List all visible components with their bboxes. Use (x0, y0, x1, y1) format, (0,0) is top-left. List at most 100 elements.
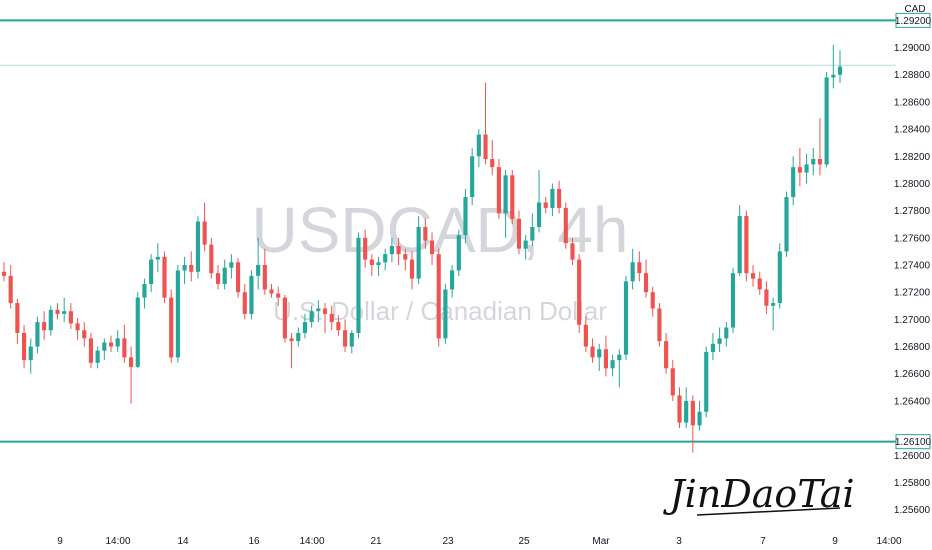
candle-body (135, 297, 140, 367)
candle-body (115, 338, 120, 347)
candle (363, 229, 368, 268)
candle (557, 180, 562, 214)
candle-body (343, 330, 348, 347)
candle (35, 316, 40, 354)
candle (550, 183, 555, 217)
candle-body (690, 400, 695, 426)
candle-body (456, 235, 461, 271)
y-tick-label: 1.27200 (894, 288, 931, 299)
candle (523, 235, 528, 260)
y-tick-label: 1.27800 (894, 206, 931, 217)
candle (229, 254, 234, 279)
candle-body (242, 292, 247, 314)
candle (690, 395, 695, 453)
candle (336, 315, 341, 336)
candle (476, 129, 481, 168)
candle (717, 327, 722, 352)
candle (209, 237, 214, 279)
candle-body (771, 303, 776, 306)
candle-body (523, 240, 528, 249)
candle-body (15, 303, 20, 333)
x-tick-label: 9 (57, 536, 63, 547)
candle (215, 265, 221, 290)
candle-body (256, 265, 261, 276)
time-axis[interactable]: 9 14:00 14 16 14:00 21 23 25 Mar 3 7 9 14:00 (57, 536, 902, 547)
candle (403, 248, 408, 271)
candle-body (42, 322, 47, 331)
candle (128, 346, 134, 404)
x-tick-label: 14:00 (876, 536, 901, 547)
candle-body (804, 164, 809, 173)
candle-body (149, 259, 154, 285)
candle-body (476, 134, 481, 157)
candle-body (536, 202, 542, 227)
candle (730, 267, 736, 333)
candle (777, 243, 782, 309)
candle-body (443, 289, 448, 339)
y-tick-label: 1.28000 (894, 179, 931, 190)
candle-body (550, 188, 555, 208)
candle-body (396, 245, 401, 255)
candle (416, 216, 421, 285)
candle (15, 298, 20, 344)
candle-body (302, 322, 308, 333)
candle (450, 265, 455, 298)
y-tick-label: 1.27400 (894, 261, 931, 272)
candle-body (376, 262, 381, 265)
candle (643, 259, 649, 298)
candle-body (75, 323, 80, 331)
candle (824, 72, 829, 168)
candle-body (570, 243, 575, 260)
x-tick-label: 23 (442, 536, 454, 547)
candle (577, 254, 582, 333)
candle (831, 44, 836, 89)
candle (463, 188, 468, 244)
candle-body (276, 293, 281, 298)
candle-body (503, 175, 508, 214)
candle (710, 332, 716, 361)
candle-body (102, 342, 107, 351)
candle (697, 400, 702, 431)
candle (811, 148, 816, 176)
candle (543, 197, 548, 214)
candle-body (88, 338, 94, 363)
candle-body (516, 218, 522, 249)
candle-body (209, 244, 214, 274)
candle-body (470, 156, 475, 198)
candles (1, 44, 843, 453)
candle (657, 303, 662, 347)
candle (155, 243, 160, 272)
candle-body (563, 207, 568, 244)
candle (623, 275, 629, 361)
candle-body (389, 245, 394, 255)
candle (202, 202, 207, 252)
candle (242, 284, 247, 320)
candle (276, 286, 281, 306)
candle-body (664, 341, 669, 369)
horizontal-lines (0, 19, 896, 443)
candle (429, 232, 435, 265)
candle-body (356, 237, 361, 333)
candle (650, 286, 655, 317)
candle (262, 248, 267, 295)
candle-body (623, 281, 629, 355)
candle-body (637, 262, 642, 274)
candle (68, 303, 73, 329)
candle-body (429, 240, 435, 255)
candle-body (169, 297, 174, 358)
candle-body (416, 226, 421, 279)
candle (677, 387, 682, 429)
candle-body (162, 256, 167, 298)
candle-body (82, 330, 87, 339)
candle-body (108, 342, 114, 347)
candle-body (724, 327, 729, 339)
price-axis[interactable]: 1.25600 1.25800 1.26000 1.26400 1.26600 1.268… (894, 12, 932, 516)
line-price-badge (895, 12, 931, 28)
y-tick-label: 1.28600 (894, 97, 931, 108)
candle (423, 218, 428, 249)
candle-body (322, 308, 328, 314)
candle (55, 303, 60, 320)
candle (369, 254, 374, 276)
line-price-badge (895, 434, 931, 450)
